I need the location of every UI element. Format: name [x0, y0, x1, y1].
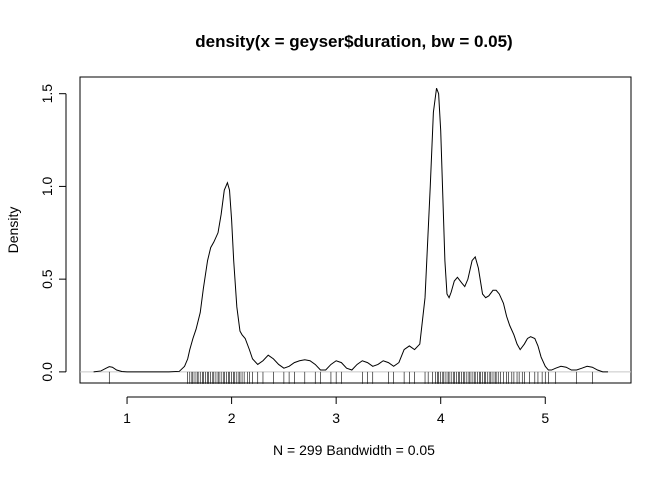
- y-tick-label: 1.5: [39, 84, 55, 104]
- x-tick-label: 4: [437, 410, 445, 426]
- y-tick-label: 1.0: [39, 176, 55, 196]
- x-axis: 1 2 3 4 5: [123, 396, 549, 426]
- y-axis-label: Density: [5, 207, 21, 254]
- density-curve: [93, 87, 608, 373]
- x-tick-label: 2: [228, 410, 236, 426]
- chart-title: density(x = geyser$duration, bw = 0.05): [195, 32, 512, 51]
- y-tick-label: 0.0: [39, 362, 55, 382]
- x-axis-label: N = 299 Bandwidth = 0.05: [273, 442, 435, 458]
- x-tick-label: 5: [541, 410, 549, 426]
- x-tick-label: 3: [332, 410, 340, 426]
- plot-box: [79, 76, 632, 384]
- y-tick-label: 0.5: [39, 269, 55, 289]
- x-tick-label: 1: [123, 410, 131, 426]
- y-axis: 0.0 0.5 1.0 1.5: [39, 84, 67, 382]
- rug-marks: [108, 371, 593, 384]
